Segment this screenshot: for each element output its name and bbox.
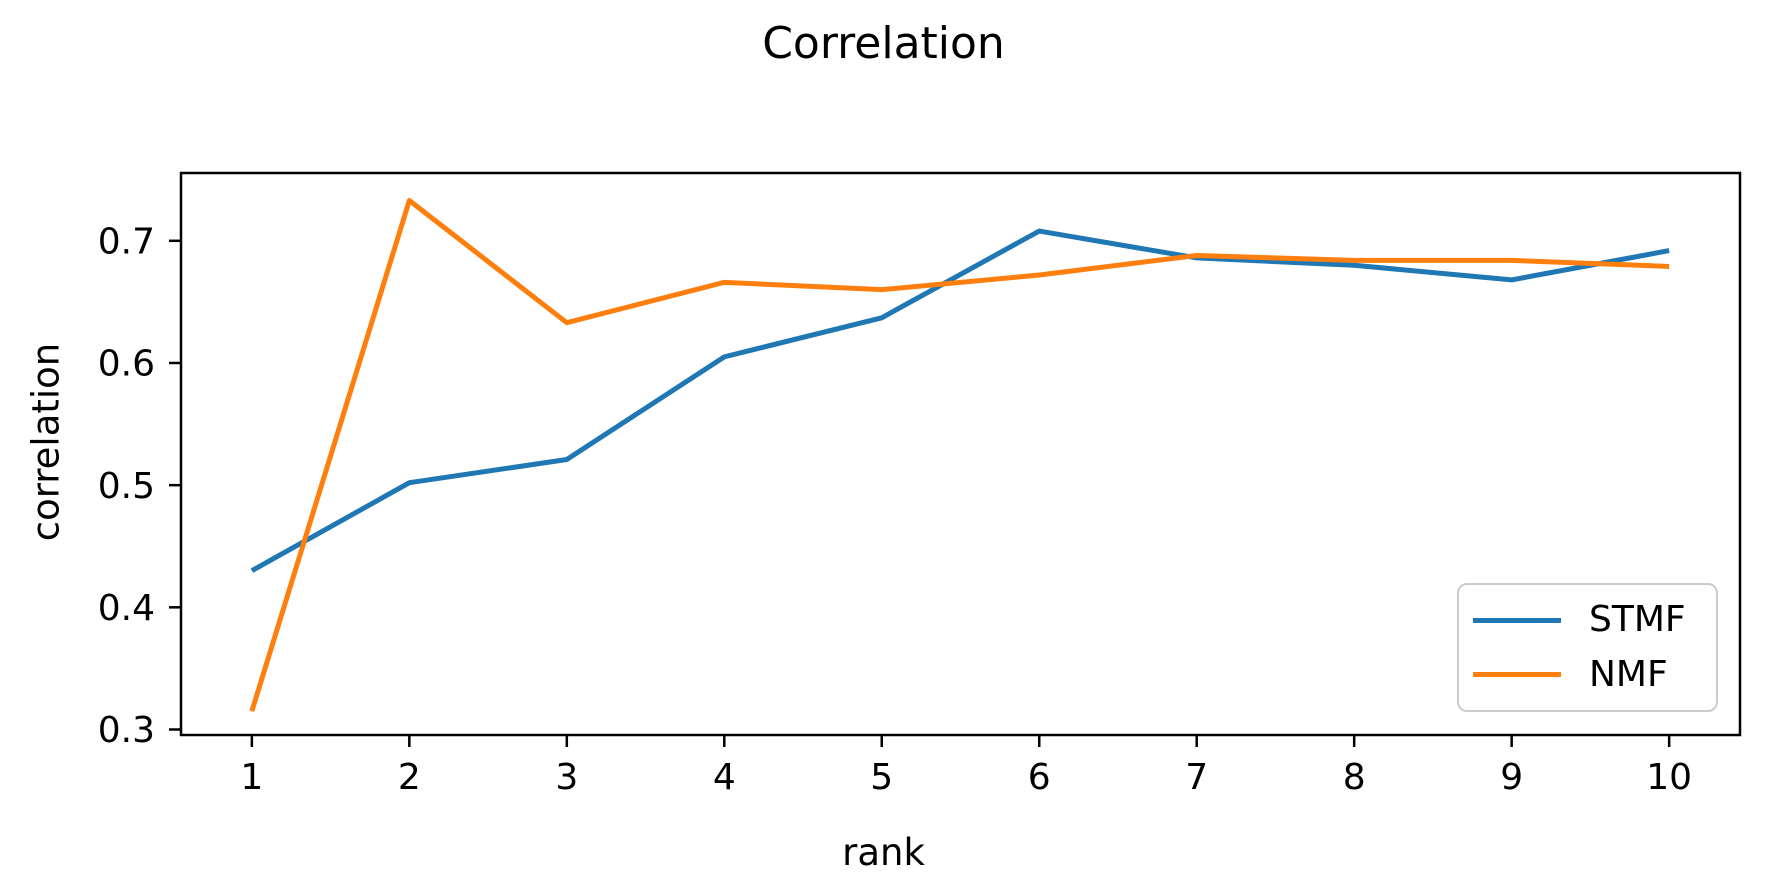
x-axis-label: rank bbox=[842, 831, 925, 874]
x-tick-label: 10 bbox=[1646, 757, 1692, 798]
stmf-line-swatch bbox=[1473, 617, 1561, 623]
nmf-line bbox=[249, 197, 1670, 712]
y-axis-label: correlation bbox=[24, 342, 68, 542]
x-tick-label: 3 bbox=[555, 757, 578, 798]
legend-item-stmf: STMF bbox=[1459, 602, 1716, 638]
x-tick-label: 7 bbox=[1185, 757, 1208, 798]
x-tick-label: 9 bbox=[1500, 757, 1523, 798]
legend: STMF NMF bbox=[1457, 583, 1718, 712]
legend-item-nmf: NMF bbox=[1459, 653, 1716, 695]
nmf-line-swatch bbox=[1473, 672, 1561, 678]
y-tick-label: 0.6 bbox=[98, 344, 155, 385]
legend-label-nmf: NMF bbox=[1589, 653, 1668, 695]
axes-frame bbox=[179, 171, 1742, 737]
chart-title: Correlation bbox=[762, 18, 1005, 69]
y-tick-label: 0.7 bbox=[98, 221, 155, 262]
x-tick-label: 8 bbox=[1343, 757, 1366, 798]
x-tick-label: 5 bbox=[870, 757, 893, 798]
y-tick-label: 0.4 bbox=[98, 588, 155, 629]
y-tick-label: 0.3 bbox=[98, 710, 155, 751]
y-tick-label: 0.5 bbox=[98, 466, 155, 507]
x-tick-label: 1 bbox=[240, 757, 263, 798]
x-tick-label: 2 bbox=[398, 757, 421, 798]
stmf-line bbox=[250, 228, 1670, 573]
x-tick-label: 4 bbox=[713, 757, 736, 798]
x-tick-label: 6 bbox=[1028, 757, 1051, 798]
legend-label-stmf: STMF bbox=[1589, 599, 1686, 641]
